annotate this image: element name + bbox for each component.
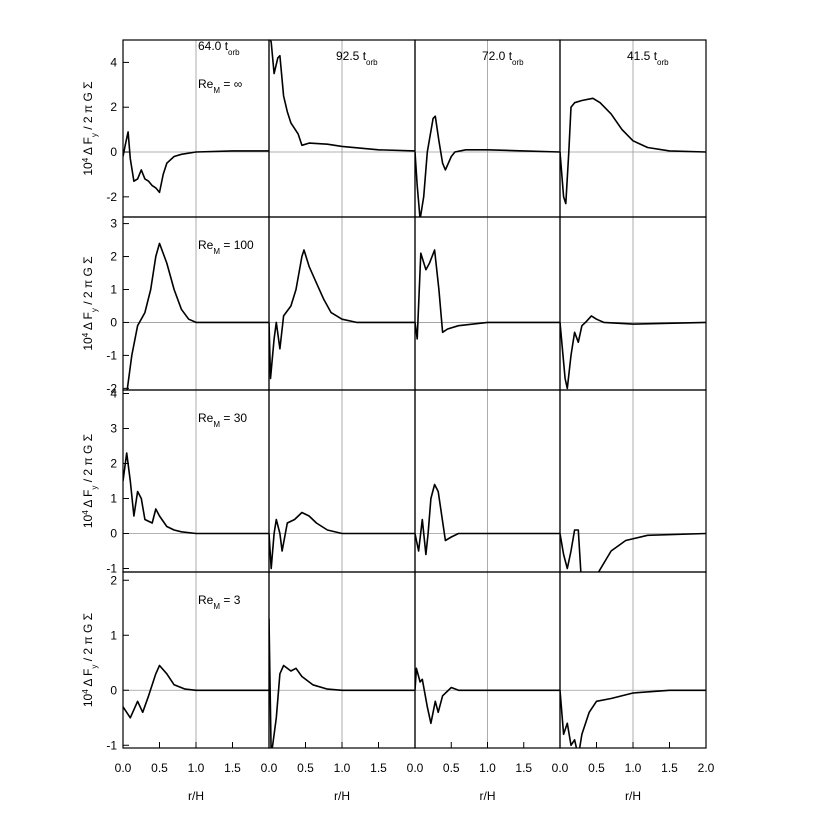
x-tick-label: 1.0 (334, 761, 351, 775)
x-tick-label: 1.0 (625, 761, 642, 775)
data-line (560, 689, 706, 748)
x-tick-label: 1.5 (661, 761, 678, 775)
x-axis-label: r/H (188, 789, 204, 803)
x-tick-label: 1.0 (188, 761, 205, 775)
x-tick-label: 0.5 (443, 761, 460, 775)
y-tick-label: 1 (110, 282, 117, 296)
x-tick-label: 0.5 (297, 761, 314, 775)
y-axis-label: 104 Δ Fy / 2 π G Σ (81, 613, 99, 707)
x-axis-label: r/H (480, 789, 496, 803)
y-tick-label: -2 (106, 381, 117, 395)
data-line (123, 131, 269, 194)
annotation: ReM = 30 (198, 411, 247, 429)
data-line (415, 483, 560, 556)
data-line (560, 315, 706, 390)
annotation: ReM = 3 (198, 593, 241, 611)
data-line (123, 452, 269, 535)
annotation: ReM = ∞ (198, 77, 242, 95)
y-tick-label: 0 (110, 527, 117, 541)
data-line (415, 667, 560, 725)
x-tick-label: 0.5 (588, 761, 605, 775)
data-line (415, 249, 560, 340)
y-tick-label: 3 (110, 217, 117, 231)
y-tick-label: 2 (110, 100, 117, 114)
y-tick-label: 2 (110, 250, 117, 264)
y-tick-label: -1 (106, 738, 117, 752)
y-tick-label: 1 (110, 628, 117, 642)
data-line (560, 529, 706, 572)
data-line (269, 618, 415, 748)
y-tick-label: 0 (110, 315, 117, 329)
y-tick-label: -2 (106, 190, 117, 204)
panel-frame (559, 571, 707, 749)
data-line (269, 511, 415, 570)
annotation: 64.0 torb (198, 39, 240, 57)
y-tick-label: 3 (110, 422, 117, 436)
x-tick-label: 0.0 (115, 761, 132, 775)
data-line (560, 97, 706, 205)
x-tick-label: 2.0 (698, 761, 715, 775)
data-line (126, 242, 269, 390)
x-tick-label: 0.0 (552, 761, 569, 775)
x-axis-label: r/H (334, 789, 350, 803)
y-axis-label: 104 Δ Fy / 2 π G Σ (81, 434, 99, 528)
data-line (123, 664, 269, 719)
y-tick-label: 1 (110, 492, 117, 506)
y-tick-label: -1 (106, 562, 117, 576)
y-tick-label: 4 (110, 55, 117, 69)
x-tick-label: 0.0 (261, 761, 278, 775)
y-tick-label: 2 (110, 573, 117, 587)
x-axis-label: r/H (625, 789, 641, 803)
data-line (415, 115, 560, 217)
annotation: 72.0 torb (482, 49, 524, 67)
x-tick-label: 0.0 (407, 761, 424, 775)
y-axis-label: 104 Δ Fy / 2 π G Σ (81, 81, 99, 175)
data-line (269, 40, 415, 152)
y-axis-label: 104 Δ Fy / 2 π G Σ (81, 256, 99, 350)
y-tick-label: 2 (110, 457, 117, 471)
y-tick-label: 4 (110, 387, 117, 401)
data-line (269, 249, 415, 380)
y-tick-label: 0 (110, 683, 117, 697)
x-tick-label: 1.0 (479, 761, 496, 775)
x-tick-label: 0.5 (151, 761, 168, 775)
y-tick-label: -1 (106, 348, 117, 362)
x-tick-label: 1.5 (515, 761, 532, 775)
x-tick-label: 1.5 (370, 761, 387, 775)
x-tick-label: 1.5 (224, 761, 241, 775)
annotation: ReM = 100 (198, 238, 254, 256)
y-tick-label: 0 (110, 145, 117, 159)
